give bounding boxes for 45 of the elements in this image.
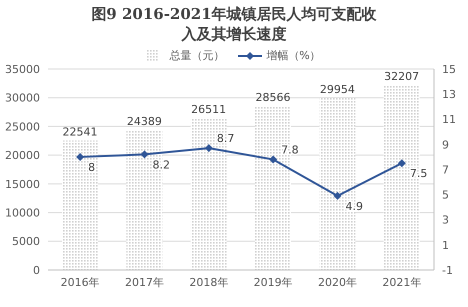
data-label: 4.9 bbox=[346, 200, 363, 213]
point bbox=[269, 155, 278, 164]
point bbox=[334, 192, 342, 200]
point bbox=[204, 144, 213, 152]
y2-tick-label: -1 bbox=[442, 264, 453, 277]
y2-tick-label: 11 bbox=[442, 113, 456, 126]
point bbox=[398, 159, 406, 168]
data-label: 8.2 bbox=[152, 158, 170, 172]
point bbox=[76, 152, 84, 161]
legend-label: 总量（元） bbox=[169, 48, 224, 63]
x-tick-label: 2016年 bbox=[60, 276, 100, 289]
data-label: 28566 bbox=[256, 90, 290, 104]
data-label: 32207 bbox=[384, 70, 420, 84]
chart-title: 图9 2016-2021年城镇居民人均可支配收入及其增长速度 bbox=[90, 4, 378, 44]
data-label: 24389 bbox=[126, 114, 162, 128]
point bbox=[140, 150, 148, 158]
x-tick-label: 2018年 bbox=[189, 276, 228, 289]
y-tick-label: 35000 bbox=[5, 62, 40, 76]
y-tick-label: 30000 bbox=[5, 92, 40, 105]
data-label: 7.5 bbox=[410, 167, 428, 180]
data-label: 22541 bbox=[62, 126, 98, 139]
y-tick-label: 25000 bbox=[5, 120, 40, 134]
y-tick-label: 15000 bbox=[5, 178, 40, 191]
y2-tick-label: 7 bbox=[442, 163, 449, 176]
y2-tick-label: 13 bbox=[442, 88, 456, 102]
y2-tick-label: 5 bbox=[442, 188, 449, 202]
x-tick-label: 2020年 bbox=[318, 276, 357, 289]
data-label: 8.7 bbox=[216, 132, 234, 146]
legend-label: 增幅（%） bbox=[266, 48, 321, 63]
y2-tick-label: 9 bbox=[442, 138, 449, 152]
data-label: 7.8 bbox=[281, 143, 299, 156]
data-label: 26511 bbox=[191, 102, 226, 116]
data-label: 29954 bbox=[320, 82, 355, 96]
x-tick-label: 2019年 bbox=[254, 276, 293, 289]
x-tick-label: 2021年 bbox=[382, 276, 422, 289]
y2-tick-label: 3 bbox=[442, 214, 449, 227]
y-tick-label: 10000 bbox=[5, 206, 40, 220]
y-tick-label: 20000 bbox=[5, 149, 40, 162]
y-tick-label: 0 bbox=[33, 264, 40, 277]
y2-tick-label: 1 bbox=[442, 238, 449, 252]
y-tick-label: 5000 bbox=[12, 235, 40, 248]
data-label: 8 bbox=[88, 160, 96, 174]
bar bbox=[62, 140, 98, 270]
y2-tick-label: 15 bbox=[442, 62, 456, 76]
x-tick-label: 2017年 bbox=[125, 276, 164, 289]
